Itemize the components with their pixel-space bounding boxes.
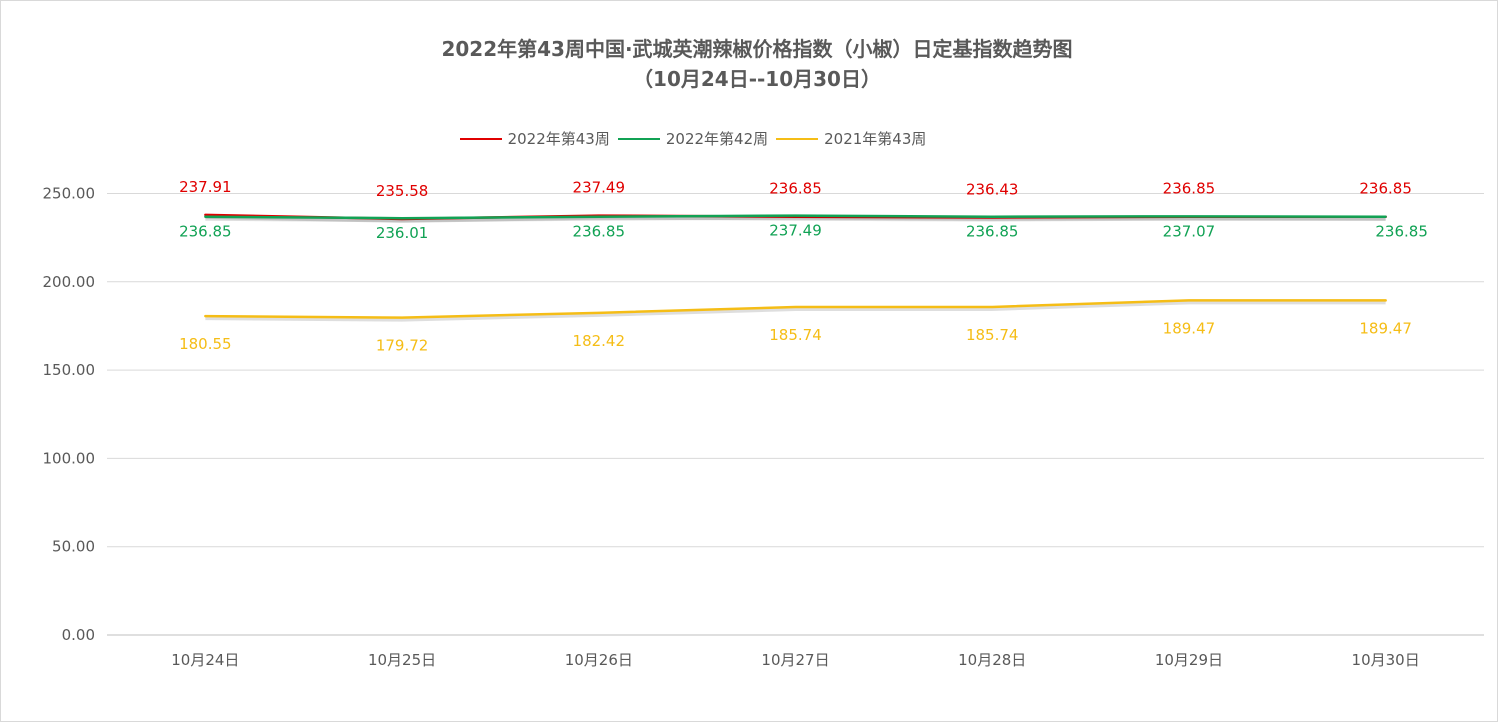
data-label-series-2: 179.72	[376, 337, 429, 355]
x-tick-label: 10月27日	[761, 651, 829, 669]
legend-item-series-2: 2021年第43周	[776, 128, 926, 149]
data-label-series-2: 189.47	[1163, 319, 1216, 337]
x-tick-label: 10月24日	[171, 651, 239, 669]
chart-title-main: 2022年第43周中国·武城英潮辣椒价格指数（小椒）日定基指数趋势图	[441, 37, 1073, 61]
series-line-1	[204, 214, 1387, 220]
legend-swatch-series-1	[617, 137, 660, 140]
data-label-series-1: 236.85	[179, 223, 232, 241]
chart-subtitle: （10月24日--10月30日）	[633, 67, 881, 91]
data-label-series-0: 237.49	[573, 179, 626, 197]
data-label-series-1: 236.85	[1375, 223, 1428, 241]
data-label-series-0: 237.91	[179, 178, 232, 196]
legend-item-series-0: 2022年第43周	[459, 128, 610, 149]
series-line-shadow	[205, 216, 1386, 223]
y-tick-label: 250.00	[43, 185, 96, 203]
chart-title: 2022年第43周中国·武城英潮辣椒价格指数（小椒）日定基指数趋势图 （10月2…	[0, 34, 1498, 94]
series-line-2	[204, 299, 1387, 319]
y-tick-label: 50.00	[52, 538, 95, 556]
x-tick-label: 10月30日	[1352, 651, 1420, 669]
x-tick-label: 10月25日	[368, 651, 436, 669]
data-label-series-1: 236.85	[966, 223, 1019, 241]
series-line-shadow	[205, 301, 1386, 322]
data-label-series-2: 182.42	[573, 332, 626, 350]
data-label-series-2: 180.55	[179, 335, 232, 353]
data-label-series-1: 237.49	[769, 222, 822, 240]
x-tick-label: 10月29日	[1155, 651, 1223, 669]
x-tick-label: 10月26日	[565, 651, 633, 669]
data-label-series-1: 237.07	[1163, 222, 1216, 240]
x-tick-label: 10月28日	[958, 651, 1026, 669]
legend-label-series-2: 2021年第43周	[824, 130, 927, 148]
legend-swatch-series-2	[776, 137, 819, 140]
legend-label-series-1: 2022年第42周	[665, 130, 769, 148]
data-label-series-0: 236.43	[966, 180, 1019, 198]
data-label-series-2: 189.47	[1359, 319, 1412, 337]
series-line-shadow	[205, 215, 1386, 223]
data-label-series-1: 236.01	[376, 224, 429, 242]
y-tick-label: 150.00	[43, 361, 96, 379]
data-label-series-0: 236.85	[1163, 180, 1216, 198]
legend-item-series-1: 2022年第42周	[617, 128, 769, 149]
data-label-series-2: 185.74	[769, 326, 822, 344]
data-label-series-1: 236.85	[573, 223, 626, 241]
data-label-series-0: 235.58	[376, 182, 429, 200]
y-tick-label: 0.00	[62, 626, 95, 644]
y-tick-label: 100.00	[43, 449, 96, 467]
data-label-series-0: 236.85	[1359, 180, 1412, 198]
data-label-series-0: 236.85	[769, 180, 822, 198]
legend-label-series-0: 2022年第43周	[507, 130, 610, 148]
chart-legend: 2022年第43周 2022年第42周 2021年第43周	[0, 128, 1386, 149]
y-tick-label: 200.00	[43, 273, 96, 291]
legend-swatch-series-0	[459, 137, 502, 140]
data-label-series-2: 185.74	[966, 326, 1019, 344]
